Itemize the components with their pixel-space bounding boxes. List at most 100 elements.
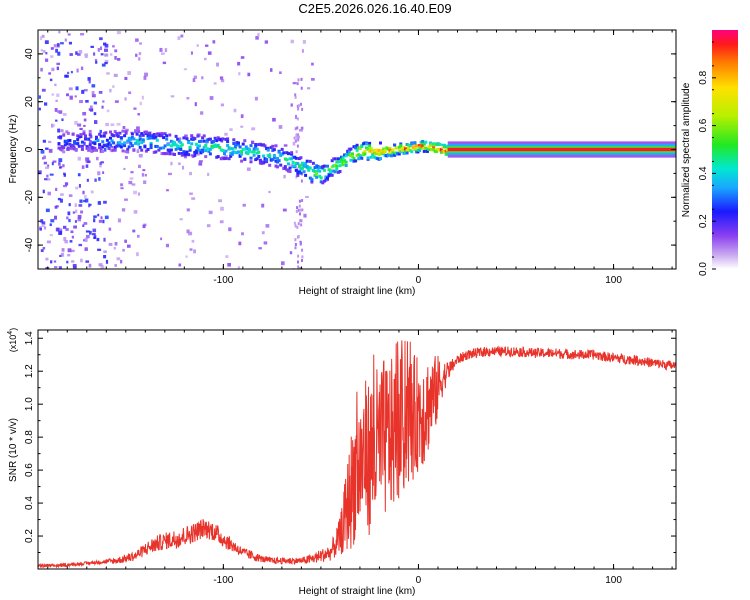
spectrogram-speckle (130, 171, 134, 174)
spectrogram-ridge-cell (129, 141, 133, 145)
spectrogram-speckle (298, 104, 301, 108)
spectrogram-speckle (45, 208, 50, 213)
spectrogram-ridge-cell (271, 157, 275, 161)
spectrogram-ridge-cell (160, 152, 164, 156)
spectrogram-speckle (138, 153, 143, 158)
spectrogram-speckle (44, 178, 48, 181)
spectrogram-speckle (142, 224, 146, 229)
spectrogram-ridge-cell (60, 148, 64, 152)
spectrogram-ridge-cell (180, 152, 184, 156)
spectrogram-ridge-cell (88, 143, 92, 147)
spectrogram-speckle (87, 160, 91, 163)
spectrogram-ridge-cell (87, 147, 91, 151)
spectrogram-ridge-cell (379, 141, 382, 145)
spectrogram-y-axis-label: Frequency (Hz) (8, 115, 19, 184)
spectrogram-speckle (124, 156, 128, 159)
spectrogram-ridge-cell (287, 152, 290, 156)
spectrogram-ridge-cell (257, 143, 261, 147)
spectrogram-speckle (99, 129, 103, 134)
spectrogram-speckle (170, 161, 173, 166)
spectrogram-ridge-cell (240, 159, 244, 163)
spectrogram-speckle (301, 248, 303, 252)
spectrogram-ridge-cell (119, 145, 123, 149)
spectrogram-ridge-cell (163, 132, 167, 136)
spectrogram-ridge-cell (335, 164, 339, 168)
spectrogram-speckle (168, 172, 172, 176)
spectrogram-speckle (71, 260, 75, 263)
spectrogram-speckle (224, 154, 228, 158)
spectrogram-speckle (43, 161, 48, 165)
spectrogram-ridge-cell (229, 151, 233, 155)
spectrogram-ridge-cell (408, 149, 412, 152)
spectrogram-ridge-cell (121, 149, 125, 153)
spectrogram-ridge-cell (102, 134, 106, 138)
spectrogram-ridge-cell (435, 150, 439, 153)
spectrogram-ridge-cell (293, 164, 297, 168)
spectrogram-speckle (100, 161, 104, 164)
spectrogram-speckle (67, 33, 71, 36)
spectrogram-speckle (103, 237, 106, 242)
spectrogram-ridge-cell (363, 141, 367, 145)
spectrogram-ridge-cell (407, 143, 411, 147)
spectrogram-ridge-cell (199, 149, 203, 153)
spectrogram-ridge-cell (249, 144, 253, 148)
spectrogram-speckle (101, 63, 106, 67)
spectrogram-ridge-cell (202, 134, 206, 138)
spectrogram-ridge-cell (237, 143, 240, 147)
spectrogram-speckle (178, 263, 182, 267)
spectrogram-ridge-cell (390, 154, 393, 158)
spectrogram-speckle (270, 68, 273, 72)
spectrogram-ridge-cell (321, 165, 325, 169)
spectrogram-ridge-cell (313, 169, 317, 173)
spectrogram-ridge-cell (162, 136, 166, 140)
spectrogram-speckle (290, 39, 294, 44)
spectrogram-ridge-cell (127, 136, 131, 140)
spectrogram-speckle (193, 249, 197, 254)
spectrogram-ridge-cell (126, 150, 130, 154)
spectrogram-speckle (50, 47, 54, 50)
spectrogram-ridge-cell (237, 150, 240, 154)
spectrogram-ridge-cell (446, 152, 450, 156)
snr-y-scale-label: (x104) (7, 328, 18, 352)
spectrogram-ridge-cell (388, 146, 392, 150)
spectrogram-speckle (261, 231, 265, 235)
spectrogram-speckle (198, 162, 203, 166)
spectrogram-speckle (127, 71, 131, 75)
spectrogram-ridge-cell (157, 148, 161, 152)
spectrogram-speckle (52, 124, 56, 127)
spectrogram-ridge-cell (296, 162, 300, 165)
spectrogram-speckle (84, 237, 87, 242)
colorbar-tick-label: 0.4 (698, 166, 709, 180)
spectrogram-ridge-cell (369, 155, 373, 159)
spectrogram-ridge-cell (141, 139, 145, 143)
spectrogram-speckle (38, 95, 41, 99)
snr-y-tick-label: 0.2 (24, 529, 35, 543)
spectrogram-speckle (83, 89, 88, 92)
spectrogram-ridge-cell (183, 155, 187, 159)
spectrogram-ridge-cell (224, 149, 228, 153)
spectrogram-speckle (183, 68, 187, 71)
spectrogram-speckle (290, 103, 293, 107)
spectrogram-ridge-cell (201, 150, 205, 154)
spectrogram-speckle (102, 219, 105, 224)
spectrogram-ridge-cell (421, 141, 425, 145)
spectrogram-ridge-cell (137, 142, 141, 146)
spectrogram-ridge-cell (219, 157, 223, 161)
spectrogram-speckle (306, 87, 311, 90)
spectrogram-ridge-cell (399, 150, 403, 154)
spectrogram-ridge-cell (238, 154, 242, 158)
spectrogram-speckle (40, 219, 44, 223)
spectrogram-speckle (124, 198, 128, 201)
spectrogram-speckle (189, 192, 193, 195)
spectrogram-ridge-cell (168, 133, 172, 137)
spectrogram-ridge-cell (148, 131, 151, 135)
spectrogram-ridge-cell (324, 178, 328, 182)
spectrogram-ridge-cell (194, 142, 198, 146)
spectrogram-speckle (209, 96, 214, 100)
spectrogram-ridge-cell (338, 170, 342, 173)
spectrogram-speckle (41, 224, 45, 227)
spectrogram-speckle (263, 241, 268, 245)
spectrogram-speckle (40, 249, 44, 253)
spectrogram-speckle (74, 220, 77, 223)
spectrogram-ridge-cell (383, 149, 387, 152)
